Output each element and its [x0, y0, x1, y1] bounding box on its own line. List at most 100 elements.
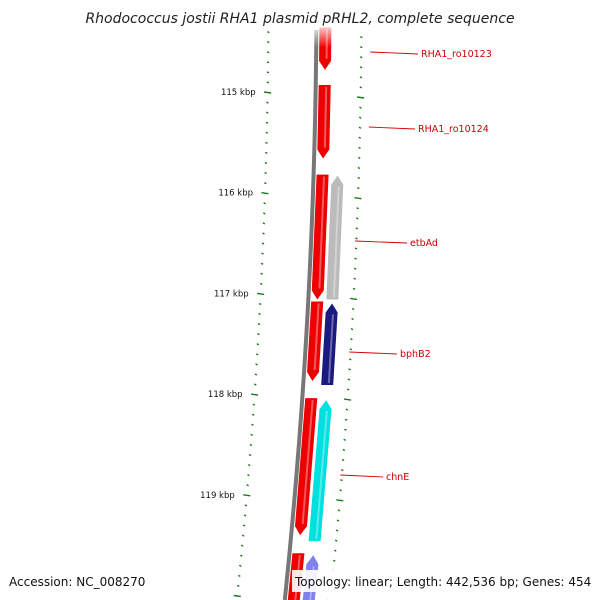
right-tick-mark	[340, 468, 344, 472]
right-tick-mark	[351, 317, 354, 321]
left-tick-mark	[240, 544, 244, 547]
right-tick-mark	[349, 348, 353, 351]
right-tick-mark	[360, 35, 363, 39]
left-tick-mark	[242, 524, 246, 527]
gene-label-RHA1_ro10123: RHA1_ro10123	[421, 49, 492, 60]
gene-labels: RHA1_ro10123 RHA1_ro10124 etbAd bphB2 chnE	[340, 49, 492, 483]
right-tick-mark	[355, 217, 359, 220]
left-tick-mark	[253, 383, 257, 386]
gene-arrow	[307, 301, 324, 382]
gene-RHA1_ro10123	[313, 25, 338, 70]
right-tick-mark	[350, 297, 358, 301]
left-tick-mark	[258, 312, 261, 316]
summary-background	[292, 570, 595, 592]
kbp-label: 117 kbp	[214, 289, 249, 299]
gene-highlight	[323, 86, 328, 148]
right-tick-mark	[346, 388, 350, 391]
gene-unnamed-2	[311, 174, 329, 300]
left-tick-mark	[266, 61, 270, 64]
right-tick-mark	[359, 46, 363, 49]
left-tick-mark	[266, 71, 270, 74]
label-leader-line	[370, 51, 419, 55]
left-tick-mark	[265, 131, 269, 134]
sequence-backbone	[282, 29, 319, 600]
gene-highlight	[315, 411, 328, 540]
left-tick-mark	[265, 111, 269, 114]
left-tick-mark	[256, 343, 260, 346]
gene-highlight	[318, 176, 326, 289]
left-tick-mark	[266, 81, 270, 84]
gene-label-bphB2: bphB2	[400, 349, 431, 360]
footer: Accession: NC_008270 Topology: linear; L…	[5, 570, 595, 592]
right-tick-mark	[350, 327, 354, 331]
label-leader-line	[355, 240, 408, 244]
left-tick-mark	[259, 282, 263, 285]
left-tick-mark	[257, 322, 261, 326]
gene-arrow	[308, 400, 332, 542]
gene-unnamed-6	[295, 398, 318, 536]
right-tick-mark	[347, 378, 351, 381]
gene-highlight	[301, 400, 314, 525]
kbp-label: 119 kbp	[200, 491, 235, 501]
right-tick-mark	[356, 207, 359, 210]
left-tick-mark	[266, 51, 270, 54]
right-tick-mark	[359, 76, 363, 79]
right-tick-mark	[353, 267, 357, 270]
left-tick-mark	[244, 504, 248, 507]
right-tick-mark	[340, 479, 343, 482]
right-tick-mark	[351, 307, 355, 311]
right-tick-mark	[357, 156, 361, 160]
left-tick-mark	[249, 443, 253, 447]
right-tick-mark	[332, 559, 336, 562]
right-tick-mark	[355, 227, 359, 230]
left-tick-mark	[267, 30, 270, 34]
left-tick-mark	[255, 363, 258, 366]
right-tick-mark	[337, 509, 341, 512]
left-tick-mark	[255, 353, 259, 356]
right-tick-mark	[359, 56, 363, 59]
left-tick-mark	[241, 534, 245, 537]
tick-marks	[233, 30, 365, 600]
gene-unnamed-4	[307, 301, 324, 382]
right-tick-mark	[359, 86, 363, 89]
left-tick-mark	[263, 202, 266, 205]
right-tick-mark	[359, 66, 363, 69]
right-tick-mark	[335, 529, 339, 532]
accession-background	[5, 570, 149, 592]
left-tick-mark	[246, 484, 249, 487]
right-tick-mark	[352, 287, 356, 290]
left-tick-mark	[265, 141, 268, 144]
right-tick-mark	[353, 277, 356, 280]
map-title: Rhodococcus jostii RHA1 plasmid pRHL2, c…	[85, 11, 514, 27]
left-tick-mark	[260, 262, 264, 265]
right-tick-mark	[345, 408, 349, 411]
label-leader-line	[340, 474, 384, 478]
left-tick-mark	[264, 151, 268, 155]
kbp-label: 118 kbp	[208, 390, 243, 400]
right-tick-mark	[336, 519, 340, 522]
gene-fade	[313, 25, 338, 48]
right-tick-mark	[350, 338, 353, 341]
left-tick-mark	[257, 292, 265, 296]
label-leader-line	[368, 126, 416, 130]
right-tick-mark	[354, 247, 358, 250]
left-tick-mark	[264, 171, 267, 175]
right-tick-mark	[348, 368, 351, 371]
left-tick-mark	[247, 463, 251, 467]
left-tick-mark	[260, 272, 263, 275]
left-tick-mark	[261, 242, 265, 245]
left-tick-mark	[258, 302, 262, 306]
gene-arrow	[326, 175, 344, 300]
left-tick-mark	[264, 91, 272, 94]
right-tick-mark	[354, 257, 357, 260]
gene-arrow	[317, 84, 331, 159]
left-tick-mark	[243, 514, 247, 517]
gene-arrow	[311, 174, 329, 300]
right-tick-mark	[359, 106, 362, 109]
right-tick-mark	[357, 96, 365, 99]
left-tick-mark	[251, 423, 254, 426]
right-tick-mark	[343, 398, 352, 401]
left-tick-mark	[257, 333, 260, 336]
right-tick-mark	[342, 448, 346, 452]
